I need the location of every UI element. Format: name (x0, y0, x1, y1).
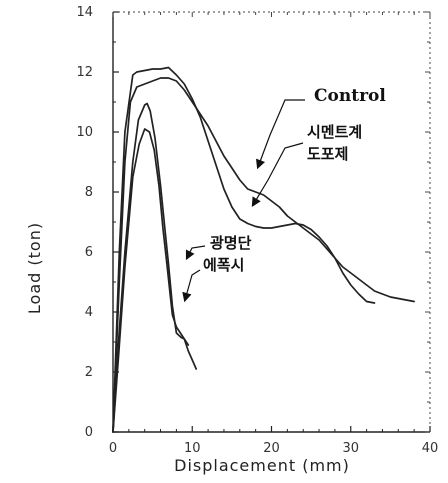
y-tick-label: 14 (76, 5, 93, 20)
annotation-epoxy-arrow-1 (185, 245, 206, 261)
x-tick-label: 10 (184, 441, 201, 456)
plot-frame (112, 11, 431, 433)
annotation-control: Control (314, 86, 386, 106)
y-tick-label: 6 (85, 245, 93, 260)
annotation-red-lead-epoxy-line: 에폭시 (203, 256, 244, 274)
y-tick-label: 8 (85, 185, 93, 200)
x-tick-label: 40 (422, 441, 439, 456)
annotation-control-arrow (256, 99, 305, 170)
x-axis-ticks: 0 10 20 30 40 (109, 12, 438, 456)
y-tick-label: 2 (85, 365, 93, 380)
series-lines (112, 66, 415, 433)
x-tick-label: 30 (342, 441, 359, 456)
y-tick-label: 12 (76, 65, 93, 80)
annotation-cement-coating-arrow (251, 142, 304, 208)
series-line-4 (112, 128, 190, 433)
series-line-1 (112, 77, 415, 433)
annotation-cement-coating-line: 도포제 (307, 145, 348, 163)
annotation-red-lead-epoxy-line: 광명단 (210, 234, 252, 252)
x-tick-label: 0 (109, 441, 117, 456)
y-tick-label: 0 (85, 425, 93, 440)
series-line-2 (112, 66, 376, 433)
annotation-epoxy-arrow-2 (182, 269, 201, 303)
x-tick-label: 20 (263, 441, 280, 456)
y-tick-label: 4 (85, 305, 93, 320)
y-axis-title: Load (ton) (25, 222, 44, 314)
y-tick-label: 10 (76, 125, 93, 140)
annotation-cement-coating-line: 시멘트계 (307, 123, 362, 141)
x-axis-title: Displacement (mm) (174, 456, 350, 475)
